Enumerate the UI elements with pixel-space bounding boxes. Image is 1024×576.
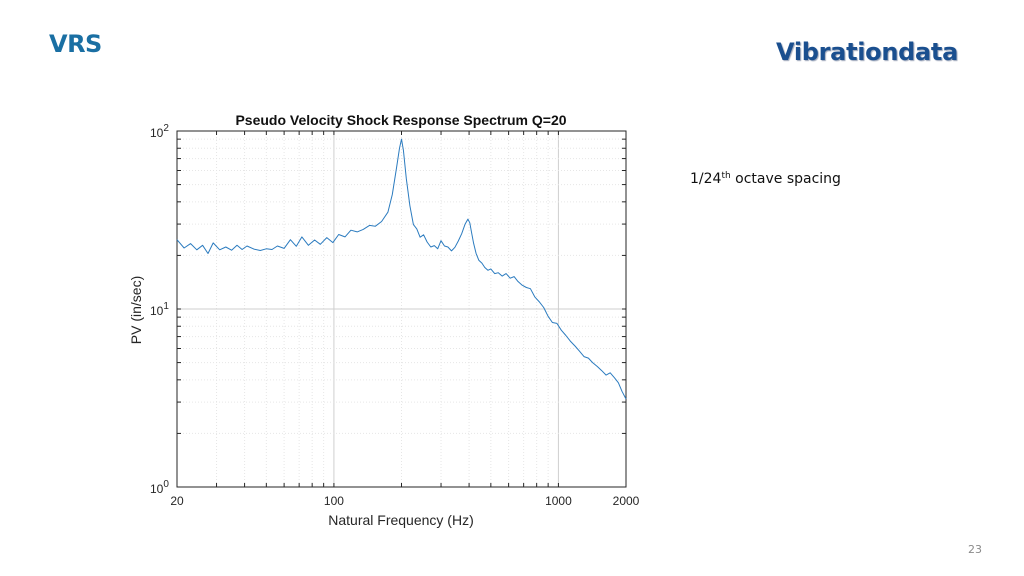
chart-title: Pseudo Velocity Shock Response Spectrum …: [235, 112, 566, 128]
note-suffix: octave spacing: [730, 171, 841, 187]
series-line-0: [176, 138, 627, 400]
y-tick-label: 101: [150, 301, 169, 318]
y-tick-label: 100: [150, 479, 169, 496]
x-tick-label: 1000: [545, 494, 572, 508]
page-number: 23: [968, 543, 982, 556]
spacing-note: 1/24th octave spacing: [690, 171, 841, 187]
y-axis-label: PV (in/sec): [128, 276, 144, 344]
grid-lines: [177, 131, 626, 487]
slide-title: VRS: [49, 30, 102, 58]
note-superscript: th: [721, 171, 731, 181]
axis-ticks: [177, 131, 626, 487]
brand-logo-text: Vibrationdata: [775, 38, 958, 66]
x-tick-label: 20: [170, 494, 184, 508]
note-prefix: 1/24: [690, 171, 722, 187]
plot-area-frame: [176, 130, 627, 488]
x-axis-label: Natural Frequency (Hz): [328, 512, 474, 528]
x-tick-label: 2000: [613, 494, 640, 508]
series-group: [176, 138, 627, 400]
y-tick-label: 102: [150, 123, 169, 140]
x-tick-label: 100: [324, 494, 344, 508]
